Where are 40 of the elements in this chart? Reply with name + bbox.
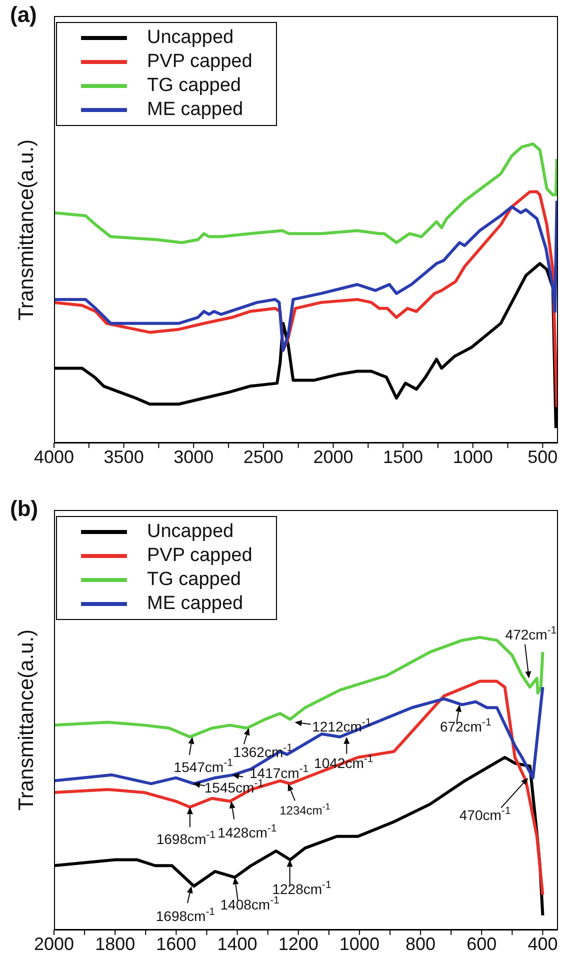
x-tick-label: 1200 bbox=[278, 934, 318, 954]
x-tick-label: 500 bbox=[528, 446, 558, 467]
chart-title: (a) bbox=[10, 2, 37, 28]
x-tick-label: 2000 bbox=[34, 934, 74, 954]
x-tick-label: 1800 bbox=[95, 934, 136, 954]
y-axis-title: Transmittance(a.u.) bbox=[15, 629, 39, 811]
legend-label: PVP capped bbox=[147, 51, 252, 73]
x-tick-label: 600 bbox=[466, 934, 497, 954]
annotation: 1698cm$^{-1}$ bbox=[156, 829, 216, 848]
legend-label: TG capped bbox=[147, 569, 241, 591]
annotation: 1428cm$^{-1}$ bbox=[218, 822, 277, 840]
annotation: 1408cm$^{-1}$ bbox=[220, 894, 280, 912]
legend-label: Uncapped bbox=[147, 27, 234, 49]
legend-label: ME capped bbox=[147, 99, 244, 121]
annotation: 672cm$^{-1}$ bbox=[440, 716, 492, 735]
x-tick-label: 1400 bbox=[217, 934, 258, 954]
annotation: 1234cm$^{-1}$ bbox=[280, 802, 330, 818]
x-tick-label: 3500 bbox=[104, 446, 144, 467]
legend-label: Uncapped bbox=[147, 521, 234, 543]
y-axis-title: Transmittance(a.u.) bbox=[15, 138, 39, 320]
x-tick-label: 1000 bbox=[339, 934, 380, 954]
x-tick-label: 4000 bbox=[34, 446, 74, 467]
legend-label: TG capped bbox=[147, 75, 241, 97]
x-tick-label: 1600 bbox=[156, 934, 196, 954]
annotation: 1362cm$^{-1}$ bbox=[233, 742, 293, 760]
x-tick-label: 2500 bbox=[243, 446, 284, 467]
legend-label: ME capped bbox=[147, 593, 244, 615]
x-tick-label: 2000 bbox=[313, 446, 354, 467]
annotation: 1547cm$^{-1}$ bbox=[174, 756, 234, 775]
legend-label: PVP capped bbox=[147, 545, 252, 567]
x-tick-label: 400 bbox=[528, 934, 558, 954]
x-tick-label: 1500 bbox=[383, 446, 424, 467]
x-tick-label: 1000 bbox=[452, 446, 493, 467]
chart-title: (b) bbox=[10, 496, 38, 522]
annotation: 472cm$^{-1}$ bbox=[505, 624, 557, 642]
x-tick-label: 800 bbox=[406, 934, 436, 954]
annotation: 1228cm$^{-1}$ bbox=[272, 878, 332, 897]
x-tick-label: 3000 bbox=[174, 446, 214, 467]
annotation: 1698cm$^{-1}$ bbox=[156, 906, 216, 924]
annotation: 470cm$^{-1}$ bbox=[459, 804, 511, 823]
